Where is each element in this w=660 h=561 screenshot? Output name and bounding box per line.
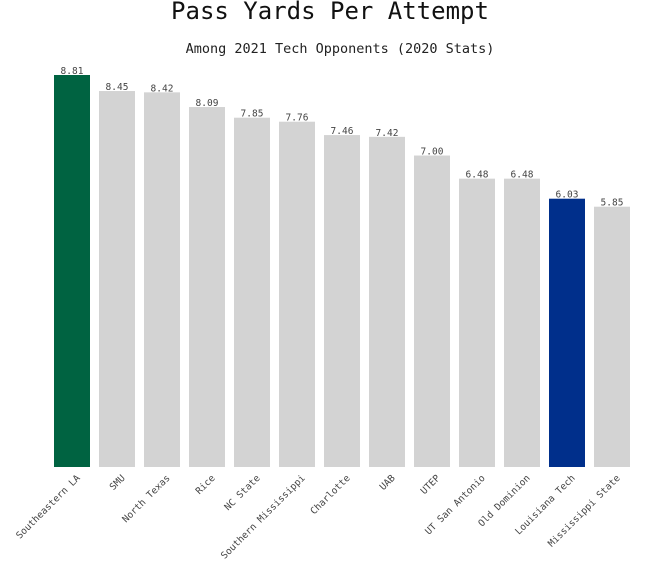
- bar-value-label-12: 5.85: [601, 198, 624, 209]
- x-tick-label-5: Southern Mississippi: [219, 473, 308, 561]
- x-tick-label-7: UAB: [378, 473, 398, 493]
- bars-layer: [54, 75, 630, 468]
- x-tick-label-2: North Texas: [120, 473, 172, 525]
- bar-value-label-4: 7.85: [241, 109, 264, 120]
- x-tick-label-3: Rice: [194, 473, 218, 497]
- bar-8: [414, 155, 450, 467]
- bar-10: [504, 178, 540, 467]
- chart-subtitle: Among 2021 Tech Opponents (2020 Stats): [186, 41, 495, 57]
- bar-12: [594, 206, 630, 467]
- x-tick-label-6: Charlotte: [308, 473, 352, 517]
- bar-value-label-3: 8.09: [196, 98, 219, 109]
- bar-value-label-9: 6.48: [466, 170, 489, 181]
- bar-value-label-8: 7.00: [421, 147, 444, 158]
- bar-value-label-6: 7.46: [331, 126, 354, 137]
- bar-6: [324, 135, 360, 467]
- bar-0: [54, 75, 90, 467]
- bar-4: [234, 117, 270, 468]
- x-tick-label-8: UTEP: [419, 473, 443, 497]
- bar-7: [369, 136, 405, 467]
- bar-value-label-5: 7.76: [286, 113, 309, 124]
- bar-value-label-10: 6.48: [511, 170, 534, 181]
- bar-1: [99, 91, 135, 467]
- x-tick-label-0: Southeastern LA: [14, 473, 83, 542]
- bar-9: [459, 178, 495, 467]
- bar-value-label-0: 8.81: [61, 66, 84, 77]
- value-labels-layer: 8.81 8.45 8.42 8.09 7.85 7.76 7.46 7.42 7.00 6.48…: [61, 66, 624, 209]
- bar-value-label-11: 6.03: [556, 190, 579, 201]
- bar-5: [279, 121, 315, 467]
- bar-2: [144, 92, 180, 468]
- bar-value-label-7: 7.42: [376, 128, 399, 139]
- x-tick-label-1: SMU: [108, 473, 128, 493]
- chart-title: Pass Yards Per Attempt: [171, 0, 489, 25]
- bar-value-label-2: 8.42: [151, 83, 174, 94]
- bar-3: [189, 107, 225, 468]
- x-tick-label-4: NC State: [223, 473, 263, 513]
- bar-value-label-1: 8.45: [106, 82, 129, 93]
- bar-11: [549, 198, 585, 467]
